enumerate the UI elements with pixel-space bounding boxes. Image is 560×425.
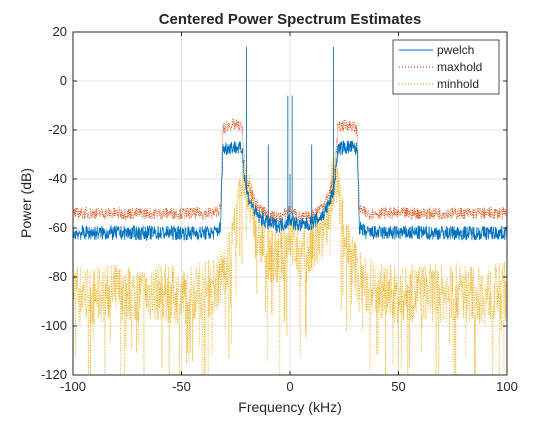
legend-label-maxhold: maxhold xyxy=(437,60,482,74)
y-axis-label: Power (dB) xyxy=(18,168,34,238)
y-tick-label: -40 xyxy=(48,171,67,186)
y-tick-label: -60 xyxy=(48,220,67,235)
x-axis-label: Frequency (kHz) xyxy=(238,399,341,415)
y-tick-label: -100 xyxy=(41,318,67,333)
legend-label-pwelch: pwelch xyxy=(437,43,474,57)
x-tick-label: -50 xyxy=(172,379,191,394)
y-tick-label: -20 xyxy=(48,122,67,137)
x-tick-label: 100 xyxy=(496,379,518,394)
series-line-pwelch xyxy=(73,46,507,242)
y-tick-label: -80 xyxy=(48,269,67,284)
legend-box xyxy=(392,39,500,95)
chart-title: Centered Power Spectrum Estimates xyxy=(159,11,422,28)
legend-label-minhold: minhold xyxy=(437,77,479,91)
legend: pwelch maxhold minhold xyxy=(392,39,500,95)
x-tick-label: 50 xyxy=(391,379,405,394)
series-line-minhold xyxy=(73,46,507,375)
y-tick-label: 0 xyxy=(60,73,67,88)
x-tick-label: 0 xyxy=(286,379,293,394)
series-layer xyxy=(73,46,507,375)
y-tick-label: -120 xyxy=(41,367,67,382)
y-tick-label: 20 xyxy=(53,24,67,39)
x-tick-label: -100 xyxy=(60,379,86,394)
